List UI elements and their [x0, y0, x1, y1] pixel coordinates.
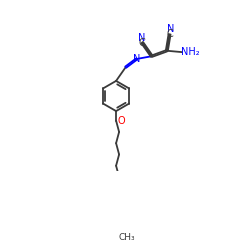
Text: N: N [138, 33, 145, 43]
Text: C: C [138, 38, 145, 48]
Text: O: O [117, 116, 125, 126]
Text: NH₂: NH₂ [181, 47, 200, 57]
Text: CH₃: CH₃ [118, 233, 135, 242]
Text: N: N [166, 24, 174, 34]
Text: N: N [133, 54, 140, 64]
Text: C: C [167, 29, 174, 39]
